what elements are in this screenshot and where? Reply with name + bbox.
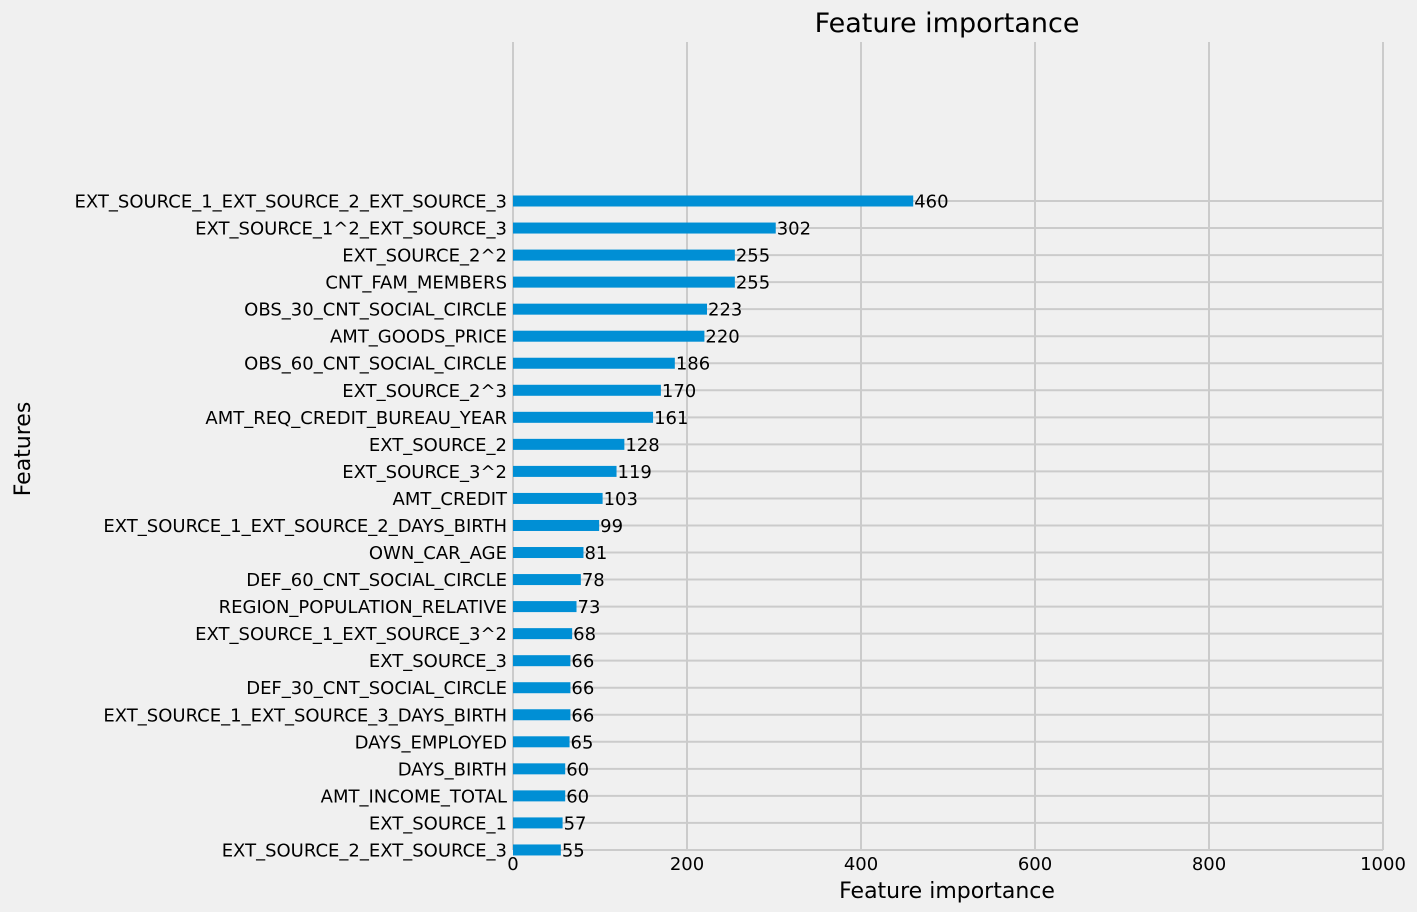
data-label: 255 xyxy=(736,246,770,267)
bar xyxy=(513,276,735,288)
bar xyxy=(513,655,571,667)
y-tick-label: EXT_SOURCE_2^2 xyxy=(342,246,507,267)
bar xyxy=(513,303,708,315)
data-label: 66 xyxy=(571,651,594,672)
bar xyxy=(513,438,625,450)
data-label: 99 xyxy=(600,516,623,537)
y-tick-label: OBS_60_CNT_SOCIAL_CIRCLE xyxy=(244,354,507,375)
data-label: 73 xyxy=(578,597,601,618)
y-tick-label: OBS_30_CNT_SOCIAL_CIRCLE xyxy=(244,300,507,321)
data-label: 55 xyxy=(562,840,585,861)
data-label: 66 xyxy=(571,705,594,726)
y-tick-label: EXT_SOURCE_1 xyxy=(369,813,507,834)
y-tick-label: EXT_SOURCE_3 xyxy=(369,651,507,672)
bar xyxy=(513,222,776,234)
bar xyxy=(513,736,570,748)
bar xyxy=(513,763,566,775)
bar xyxy=(513,195,914,207)
y-tick-label: EXT_SOURCE_1^2_EXT_SOURCE_3 xyxy=(195,219,507,240)
bar xyxy=(513,384,661,396)
bar xyxy=(513,628,573,640)
data-label: 128 xyxy=(625,435,659,456)
data-label: 65 xyxy=(571,732,594,753)
bar xyxy=(513,790,566,802)
data-label: 170 xyxy=(662,381,696,402)
bar xyxy=(513,492,603,504)
x-axis-title: Feature importance xyxy=(839,879,1055,904)
data-label: 119 xyxy=(618,462,652,483)
bar xyxy=(513,330,705,342)
x-tick-label: 600 xyxy=(1018,854,1052,875)
data-label: 103 xyxy=(604,489,638,510)
data-label: 460 xyxy=(914,192,948,213)
data-label: 302 xyxy=(777,219,811,240)
y-tick-label: AMT_GOODS_PRICE xyxy=(330,327,507,348)
bar xyxy=(513,519,600,531)
y-tick-label: DAYS_EMPLOYED xyxy=(355,732,507,753)
data-label: 66 xyxy=(571,678,594,699)
y-tick-label: EXT_SOURCE_1_EXT_SOURCE_2_DAYS_BIRTH xyxy=(103,516,507,537)
data-label: 81 xyxy=(584,543,607,564)
y-tick-label: EXT_SOURCE_2^3 xyxy=(342,381,507,402)
x-tick-label: 800 xyxy=(1192,854,1226,875)
bar xyxy=(513,844,561,856)
data-label: 161 xyxy=(654,408,688,429)
data-label: 186 xyxy=(676,354,710,375)
y-tick-label: CNT_FAM_MEMBERS xyxy=(325,273,507,294)
y-tick-label: REGION_POPULATION_RELATIVE xyxy=(219,597,507,618)
y-tick-label: DAYS_BIRTH xyxy=(398,759,507,780)
bar xyxy=(513,547,584,559)
y-tick-label: OWN_CAR_AGE xyxy=(369,543,507,564)
y-tick-label: EXT_SOURCE_2 xyxy=(369,435,507,456)
x-tick-label: 0 xyxy=(507,854,518,875)
labels: 0 200 400 600 800 1000 EXT_SOURCE_1_EXT_SOURCE… xyxy=(75,192,1406,876)
bar xyxy=(513,682,571,694)
x-tick-label: 400 xyxy=(844,854,878,875)
bar xyxy=(513,709,571,721)
bar xyxy=(513,411,654,423)
data-label: 220 xyxy=(705,327,739,348)
x-tick-label: 1000 xyxy=(1360,854,1406,875)
data-label: 223 xyxy=(708,300,742,321)
y-tick-label: EXT_SOURCE_1_EXT_SOURCE_3_DAYS_BIRTH xyxy=(103,705,507,726)
data-label: 255 xyxy=(736,273,770,294)
y-tick-label: AMT_INCOME_TOTAL xyxy=(321,786,507,807)
data-label: 78 xyxy=(582,570,605,591)
y-tick-label: DEF_30_CNT_SOCIAL_CIRCLE xyxy=(246,678,507,699)
bar xyxy=(513,574,581,586)
bar xyxy=(513,465,617,477)
y-tick-label: AMT_CREDIT xyxy=(393,489,508,510)
y-tick-label: AMT_REQ_CREDIT_BUREAU_YEAR xyxy=(205,408,507,429)
y-tick-label: DEF_60_CNT_SOCIAL_CIRCLE xyxy=(246,570,507,591)
data-label: 60 xyxy=(566,759,589,780)
bars xyxy=(513,195,914,856)
data-label: 60 xyxy=(566,786,589,807)
y-tick-label: EXT_SOURCE_2_EXT_SOURCE_3 xyxy=(222,840,507,861)
x-tick-label: 200 xyxy=(670,854,704,875)
bar xyxy=(513,357,675,369)
y-tick-label: EXT_SOURCE_1_EXT_SOURCE_2_EXT_SOURCE_3 xyxy=(75,192,507,213)
bar xyxy=(513,601,577,613)
bar xyxy=(513,817,563,829)
chart-title: Feature importance xyxy=(815,8,1080,39)
data-label: 68 xyxy=(573,624,596,645)
bar xyxy=(513,249,735,261)
y-tick-label: EXT_SOURCE_1_EXT_SOURCE_3^2 xyxy=(195,624,507,645)
data-label: 57 xyxy=(564,813,587,834)
y-tick-label: EXT_SOURCE_3^2 xyxy=(342,462,507,483)
y-axis-title: Features xyxy=(11,402,36,497)
